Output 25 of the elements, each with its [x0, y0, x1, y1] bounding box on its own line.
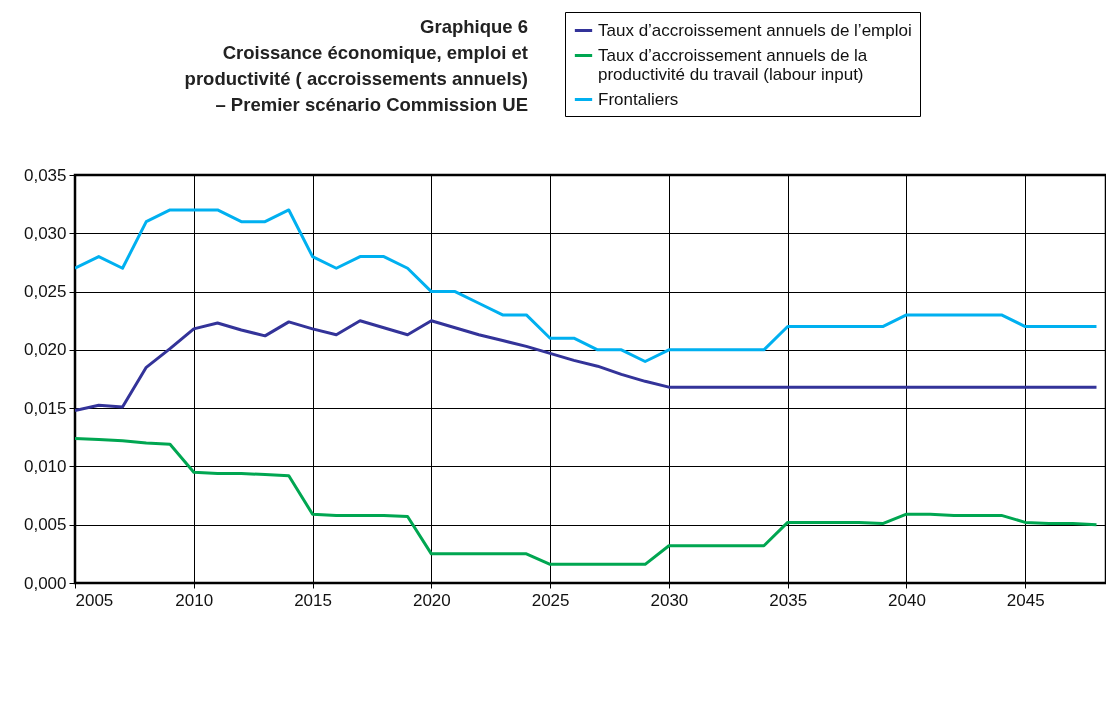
- legend-label: Taux d’accroissement annuels de l’emploi: [598, 20, 912, 40]
- x-tick-label: 2040: [888, 590, 926, 610]
- y-tick-label: 0,015: [23, 398, 67, 418]
- x-tick-label: 2030: [650, 590, 689, 610]
- y-tick-label: 0,030: [23, 223, 67, 243]
- chart-subtitle: Croissance économique, emploi et productivité ( accroissements annuels) – Premier scénario Commission UE: [183, 41, 528, 117]
- y-tick-label: 0,035: [23, 165, 67, 185]
- legend-label: Frontaliers: [598, 89, 679, 109]
- line-series: [75, 208, 1098, 364]
- x-tick-label: 2015: [294, 590, 332, 610]
- y-tick-label: 0,010: [23, 456, 67, 476]
- x-tick-label: 2025: [531, 590, 570, 610]
- y-tick-label: 0,005: [23, 515, 67, 535]
- x-tick-label: 2020: [412, 590, 451, 610]
- y-tick-label: 0,000: [23, 573, 67, 593]
- line-series: [75, 436, 1098, 566]
- legend-label: Taux d’accroissement annuels de la productivité du travail (labour input): [598, 45, 868, 84]
- x-tick-label: 2010: [175, 590, 214, 610]
- x-tick-label: 2035: [769, 590, 808, 610]
- y-tick-label: 0,020: [23, 340, 67, 360]
- line-series: [75, 319, 1098, 412]
- x-tick-label: 2005: [75, 590, 114, 610]
- y-tick-label: 0,025: [23, 282, 67, 302]
- chart-title: Graphique 6: [419, 15, 528, 39]
- x-tick-label: 2045: [1006, 590, 1045, 610]
